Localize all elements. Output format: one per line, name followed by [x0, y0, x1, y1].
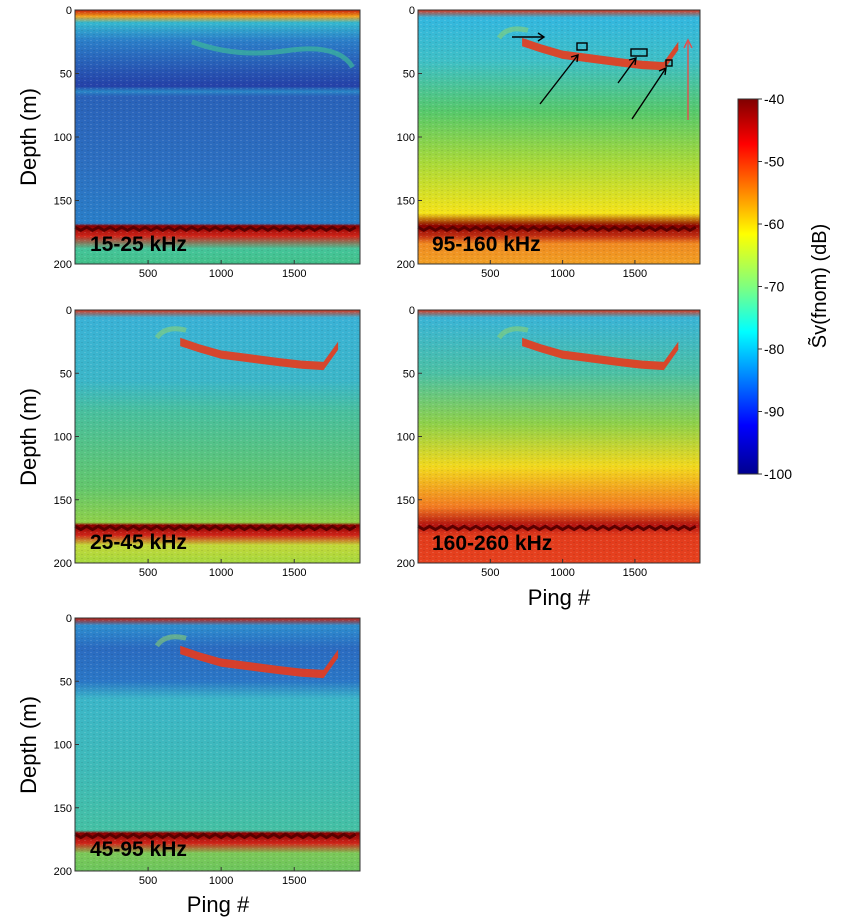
annotation-box	[665, 59, 673, 67]
echogram-panel: 500 1000 1500 0 50 100 150 200 45-95 kHz Depth …	[16, 613, 361, 917]
y-tick-label: 150	[54, 196, 72, 208]
y-tick-label: 50	[403, 69, 415, 81]
plume-mark	[522, 37, 679, 71]
seafloor-mark	[74, 225, 357, 233]
scattering-layer-mark	[191, 39, 355, 69]
y-tick-label: 200	[397, 259, 415, 271]
plume-mark	[522, 337, 679, 371]
x-tick-label: 500	[139, 268, 157, 280]
colorbar-ramp	[737, 98, 759, 475]
y-tick-label: 0	[409, 5, 415, 17]
plume-tail-mark	[154, 634, 187, 648]
y-tick-label: 200	[54, 866, 72, 878]
y-tick-label: 0	[66, 305, 72, 317]
seafloor-mark	[74, 832, 357, 840]
band-label: 45-95 kHz	[90, 838, 187, 861]
echogram-panel: 500 1000 1500 0 50 100 150 200 95-160 kHz	[397, 5, 701, 280]
colorbar-tick-label: -50	[764, 154, 784, 170]
echogram-panel: 500 1000 1500 0 50 100 150 200 25-45 kHz Depth …	[16, 305, 361, 579]
colorbar-tick-label: -100	[764, 466, 792, 482]
panel-texture	[75, 10, 360, 264]
x-tick-label: 500	[139, 567, 157, 579]
x-tick-label: 500	[139, 875, 157, 887]
x-tick-label: 500	[481, 268, 499, 280]
y-tick-label: 50	[60, 69, 72, 81]
band-label: 160-260 kHz	[432, 532, 552, 555]
colorbar: -40 -50 -60 -70 -80 -90 -100 S̃v(fnom) (dB)	[737, 91, 831, 482]
x-tick-label: 1000	[209, 875, 233, 887]
x-axis-label: Ping #	[528, 585, 591, 610]
plume-tail-mark	[496, 26, 529, 40]
plume-tail-mark	[154, 326, 187, 340]
x-tick-label: 1000	[550, 567, 574, 579]
x-tick-label: 1500	[282, 268, 306, 280]
seafloor-mark	[74, 524, 357, 532]
y-axis-label: Depth (m)	[16, 388, 41, 486]
y-tick-label: 150	[397, 495, 415, 507]
x-tick-label: 1000	[209, 268, 233, 280]
plume-mark	[180, 337, 339, 371]
plume-mark	[180, 645, 339, 679]
y-tick-label: 100	[54, 132, 72, 144]
arrowhead	[658, 66, 667, 76]
y-tick-label: 50	[403, 368, 415, 380]
band-label: 25-45 kHz	[90, 531, 187, 554]
y-tick-label: 150	[54, 803, 72, 815]
colorbar-tick-label: -60	[764, 216, 784, 232]
echogram-panel: 500 1000 1500 0 50 100 150 200 15-25 kHz Depth …	[16, 5, 361, 280]
band-label: 95-160 kHz	[432, 233, 541, 256]
black-arrow	[539, 54, 579, 105]
arrowhead	[570, 54, 579, 63]
x-tick-label: 1500	[282, 567, 306, 579]
y-tick-label: 50	[60, 676, 72, 688]
black-arrow	[617, 57, 637, 84]
arrowhead	[537, 32, 546, 42]
y-tick-label: 100	[54, 432, 72, 444]
black-arrow	[631, 67, 667, 120]
x-tick-label: 500	[481, 567, 499, 579]
y-tick-label: 100	[54, 740, 72, 752]
y-tick-label: 200	[397, 558, 415, 570]
y-tick-label: 100	[397, 432, 415, 444]
annotation-group	[512, 32, 673, 120]
panel-texture	[75, 618, 360, 871]
x-tick-label: 1000	[550, 268, 574, 280]
seafloor-mark	[417, 225, 697, 233]
seafloor-mark	[417, 524, 697, 532]
x-axis-label: Ping #	[187, 892, 250, 917]
red-arrow	[683, 38, 693, 120]
colorbar-tick-label: -70	[764, 279, 784, 295]
y-tick-label: 200	[54, 558, 72, 570]
y-tick-label: 0	[409, 305, 415, 317]
x-tick-label: 1000	[209, 567, 233, 579]
plume-tail-mark	[496, 326, 529, 340]
y-tick-label: 100	[397, 132, 415, 144]
colorbar-label: S̃v(fnom) (dB)	[808, 224, 831, 348]
y-tick-label: 0	[66, 613, 72, 625]
x-tick-label: 1500	[623, 268, 647, 280]
annotation-box	[630, 48, 648, 57]
panel-texture	[418, 310, 700, 563]
y-tick-label: 0	[66, 5, 72, 17]
x-tick-label: 1500	[282, 875, 306, 887]
y-axis-label: Depth (m)	[16, 696, 41, 794]
colorbar-tick-label: -90	[764, 404, 784, 420]
colorbar-tick-label: -40	[764, 91, 784, 107]
annotation-box	[576, 42, 588, 51]
y-axis-label: Depth (m)	[16, 88, 41, 186]
y-tick-label: 150	[397, 196, 415, 208]
panel-texture	[75, 310, 360, 563]
arrowhead	[628, 57, 637, 66]
echogram-panel: 500 1000 1500 0 50 100 150 200 160-260 kHz Ping…	[397, 305, 701, 610]
x-tick-label: 1500	[623, 567, 647, 579]
y-tick-label: 50	[60, 368, 72, 380]
panel-texture	[418, 10, 700, 264]
colorbar-tick-label: -80	[764, 341, 784, 357]
band-label: 15-25 kHz	[90, 233, 187, 256]
y-tick-label: 200	[54, 259, 72, 271]
y-tick-label: 150	[54, 495, 72, 507]
